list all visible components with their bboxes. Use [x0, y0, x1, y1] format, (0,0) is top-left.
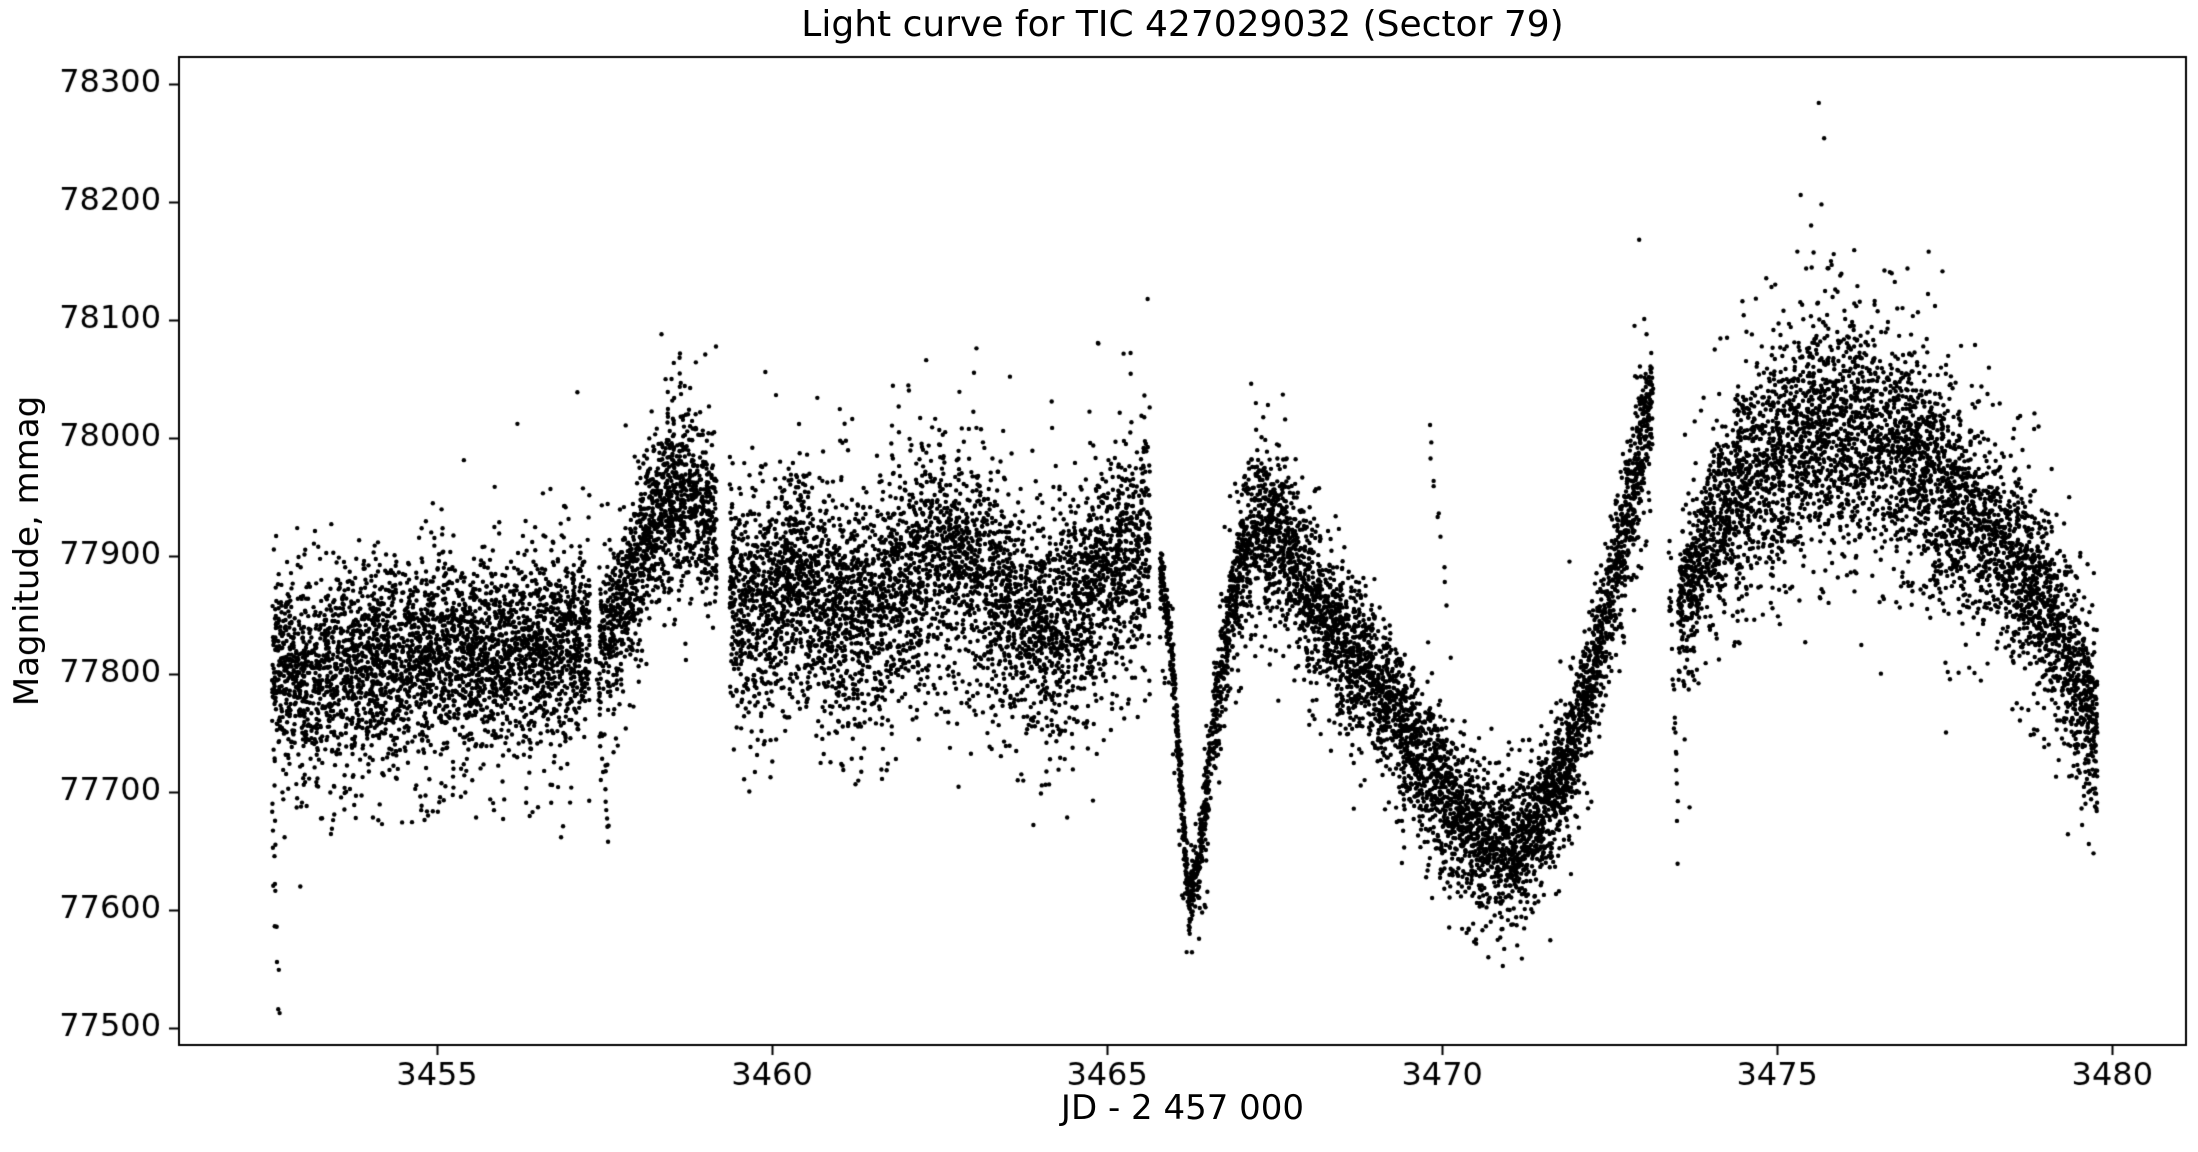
- y-axis-label: Magnitude, mmag: [7, 395, 47, 707]
- x-axis-label: JD - 2 457 000: [1060, 1088, 1305, 1128]
- chart-title: Light curve for TIC 427029032 (Sector 79…: [801, 4, 1564, 45]
